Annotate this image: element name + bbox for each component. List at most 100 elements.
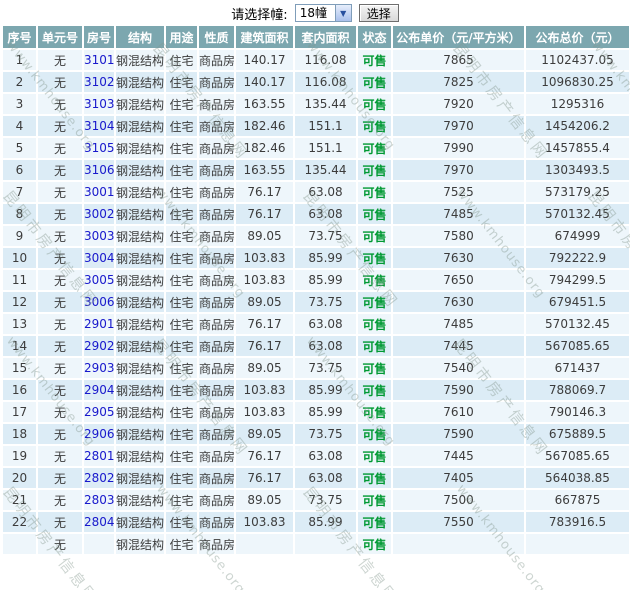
seq-cell: 12 (1, 290, 38, 314)
unit-price-cell: 7865 (391, 48, 526, 72)
property-type-cell: 商品房 (197, 290, 236, 314)
unit-no-cell: 无 (36, 334, 84, 358)
room-no-cell[interactable]: 3002 (82, 202, 116, 226)
unit-price-cell: 7550 (391, 510, 526, 534)
select-button[interactable]: 选择 (358, 4, 399, 22)
unit-no-cell: 无 (36, 48, 84, 72)
unit-no-cell: 无 (36, 488, 84, 512)
usage-cell: 住宅 (164, 290, 199, 314)
floor-area-cell: 103.83 (234, 268, 295, 292)
structure-cell: 钢混结构 (114, 400, 166, 424)
total-price-cell: 1295316 (524, 92, 630, 116)
floor-area-cell: 140.17 (234, 48, 295, 72)
table-row: 17 无 2905 钢混结构 住宅 商品房 103.83 85.99 可售 7610 790146.… (1, 400, 630, 424)
seq-cell: 7 (1, 180, 38, 204)
property-type-cell: 商品房 (197, 48, 236, 72)
col-header-room-no: 房号 (82, 24, 116, 50)
room-no-cell[interactable]: 2906 (82, 422, 116, 446)
room-no-cell[interactable]: 3103 (82, 92, 116, 116)
total-price-cell: 1457855.4 (524, 136, 630, 160)
inner-area-cell: 63.08 (293, 466, 358, 490)
room-no-cell[interactable]: 3106 (82, 158, 116, 182)
status-cell: 可售 (356, 312, 393, 336)
status-cell: 可售 (356, 488, 393, 512)
seq-cell: 5 (1, 136, 38, 160)
room-no-cell[interactable]: 3001 (82, 180, 116, 204)
room-no-cell[interactable]: 3006 (82, 290, 116, 314)
room-no-cell[interactable]: 3105 (82, 136, 116, 160)
room-no-cell[interactable]: 3005 (82, 268, 116, 292)
unit-price-cell: 7485 (391, 202, 526, 226)
room-no-cell[interactable]: 2804 (82, 510, 116, 534)
room-no-cell[interactable]: 2802 (82, 466, 116, 490)
room-no-cell[interactable]: 3004 (82, 246, 116, 270)
housing-units-table: 序号 单元号 房号 结构 用途 性质 建筑面积 套内面积 状态 公布单价（元/平方米） 公布总价（元… (1, 24, 630, 556)
inner-area-cell: 73.75 (293, 356, 358, 380)
seq-cell: 22 (1, 510, 38, 534)
inner-area-cell: 73.75 (293, 422, 358, 446)
table-row: 16 无 2904 钢混结构 住宅 商品房 103.83 85.99 可售 7590 788069.… (1, 378, 630, 402)
col-header-total-price: 公布总价（元） (524, 24, 630, 50)
floor-area-cell: 76.17 (234, 444, 295, 468)
room-no-cell[interactable]: 3101 (82, 48, 116, 72)
inner-area-cell: 73.75 (293, 488, 358, 512)
structure-cell: 钢混结构 (114, 136, 166, 160)
room-no-cell[interactable]: 2904 (82, 378, 116, 402)
property-type-cell: 商品房 (197, 202, 236, 226)
room-no-cell[interactable]: 3104 (82, 114, 116, 138)
room-no-cell[interactable]: 2901 (82, 312, 116, 336)
table-row: 8 无 3002 钢混结构 住宅 商品房 76.17 63.08 可售 7485 570132.45 (1, 202, 630, 226)
total-price-cell: 567085.65 (524, 334, 630, 358)
structure-cell: 钢混结构 (114, 532, 166, 556)
total-price-cell: 1303493.5 (524, 158, 630, 182)
status-cell: 可售 (356, 290, 393, 314)
room-no-cell[interactable]: 3102 (82, 70, 116, 94)
property-type-cell: 商品房 (197, 488, 236, 512)
seq-cell: 18 (1, 422, 38, 446)
structure-cell: 钢混结构 (114, 202, 166, 226)
status-cell: 可售 (356, 246, 393, 270)
unit-price-cell: 7970 (391, 158, 526, 182)
usage-cell: 住宅 (164, 202, 199, 226)
col-header-unit-no: 单元号 (36, 24, 84, 50)
seq-cell: 14 (1, 334, 38, 358)
usage-cell: 住宅 (164, 312, 199, 336)
status-cell: 可售 (356, 114, 393, 138)
seq-cell: 15 (1, 356, 38, 380)
property-type-cell: 商品房 (197, 180, 236, 204)
seq-cell: 8 (1, 202, 38, 226)
floor-area-cell: 103.83 (234, 400, 295, 424)
floor-area-cell: 182.46 (234, 136, 295, 160)
chevron-down-icon[interactable]: ▼ (334, 5, 351, 21)
structure-cell: 钢混结构 (114, 180, 166, 204)
room-no-cell[interactable]: 2905 (82, 400, 116, 424)
status-cell: 可售 (356, 136, 393, 160)
seq-cell: 10 (1, 246, 38, 270)
room-no-cell[interactable]: 2903 (82, 356, 116, 380)
floor-area-cell: 182.46 (234, 114, 295, 138)
table-row: 21 无 2803 钢混结构 住宅 商品房 89.05 73.75 可售 7500 667875 (1, 488, 630, 512)
status-cell: 可售 (356, 158, 393, 182)
room-no-cell[interactable]: 2902 (82, 334, 116, 358)
room-no-cell[interactable]: 2801 (82, 444, 116, 468)
unit-no-cell: 无 (36, 378, 84, 402)
unit-no-cell: 无 (36, 312, 84, 336)
seq-cell: 3 (1, 92, 38, 116)
floor-area-cell: 163.55 (234, 158, 295, 182)
usage-cell: 住宅 (164, 136, 199, 160)
usage-cell: 住宅 (164, 334, 199, 358)
usage-cell: 住宅 (164, 400, 199, 424)
floor-area-cell: 89.05 (234, 356, 295, 380)
floor-area-cell: 103.83 (234, 378, 295, 402)
room-no-cell[interactable]: 3003 (82, 224, 116, 248)
room-no-cell (82, 532, 116, 556)
room-no-cell[interactable]: 2803 (82, 488, 116, 512)
inner-area-cell: 73.75 (293, 224, 358, 248)
unit-no-cell: 无 (36, 136, 84, 160)
floor-area-cell: 76.17 (234, 180, 295, 204)
table-row: 18 无 2906 钢混结构 住宅 商品房 89.05 73.75 可售 7590 675889.5 (1, 422, 630, 446)
usage-cell: 住宅 (164, 48, 199, 72)
status-cell: 可售 (356, 180, 393, 204)
building-select-dropdown[interactable]: 18幢 ▼ (294, 4, 352, 22)
inner-area-cell: 63.08 (293, 202, 358, 226)
